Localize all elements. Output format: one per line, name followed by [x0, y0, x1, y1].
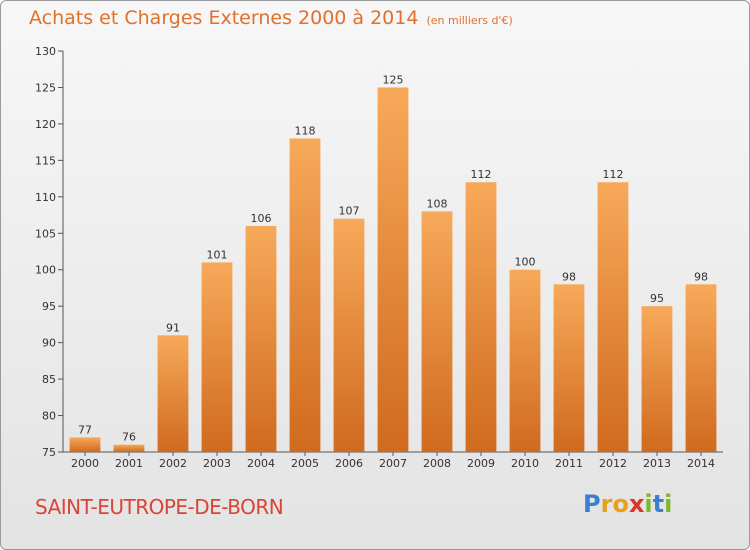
x-tick-label: 2002: [159, 457, 187, 470]
x-tick-label: 2003: [203, 457, 231, 470]
bar: [201, 262, 233, 452]
y-tick-label: 90: [42, 337, 56, 350]
logo-letter: r: [600, 490, 613, 518]
x-tick-label: 2009: [467, 457, 495, 470]
data-label: 91: [166, 321, 180, 334]
logo-letter: x: [628, 490, 645, 518]
data-label: 95: [650, 292, 664, 305]
bar: [69, 437, 101, 452]
bar: [597, 182, 629, 452]
data-label: 76: [122, 431, 136, 444]
y-tick-label: 80: [42, 410, 56, 423]
chart-title: Achats et Charges Externes 2000 à 2014 (e…: [29, 7, 513, 29]
x-tick-label: 2005: [291, 457, 319, 470]
x-tick-label: 2010: [511, 457, 539, 470]
data-label: 125: [383, 73, 404, 86]
chart-subtitle: (en milliers d'€): [426, 14, 513, 27]
x-tick-label: 2011: [555, 457, 583, 470]
data-label: 106: [251, 212, 272, 225]
x-tick-label: 2004: [247, 457, 275, 470]
x-tick-label: 2001: [115, 457, 143, 470]
y-tick-label: 120: [35, 118, 56, 131]
x-tick-label: 2008: [423, 457, 451, 470]
data-label: 118: [295, 124, 316, 137]
data-label: 112: [471, 168, 492, 181]
bar: [553, 284, 585, 452]
logo-letter: P: [583, 490, 601, 518]
data-label: 98: [562, 270, 576, 283]
x-tick-label: 2014: [687, 457, 715, 470]
proxiti-logo: Proxiti: [583, 490, 672, 518]
y-tick-label: 130: [35, 45, 56, 58]
y-tick-label: 85: [42, 373, 56, 386]
bar: [509, 269, 541, 452]
x-tick-label: 2006: [335, 457, 363, 470]
city-name: SAINT-EUTROPE-DE-BORN: [35, 495, 284, 519]
data-label: 100: [515, 256, 536, 269]
logo-letter: t: [652, 490, 665, 518]
data-label: 108: [427, 197, 448, 210]
y-tick-label: 105: [35, 227, 56, 240]
bar: [333, 218, 365, 452]
bar: [113, 444, 145, 452]
bar: [245, 225, 277, 452]
x-tick-label: 2013: [643, 457, 671, 470]
y-tick-label: 95: [42, 300, 56, 313]
chart-title-text: Achats et Charges Externes 2000 à 2014: [29, 7, 419, 29]
bar: [465, 182, 497, 452]
logo-letter: o: [612, 490, 629, 518]
y-tick-label: 100: [35, 264, 56, 277]
bar: [641, 306, 673, 452]
bar: [377, 87, 409, 453]
data-label: 101: [207, 248, 228, 261]
bar: [157, 335, 189, 452]
bar: [289, 138, 321, 452]
y-tick-label: 115: [35, 154, 56, 167]
y-tick-label: 110: [35, 191, 56, 204]
data-label: 112: [603, 168, 624, 181]
bars-layer: [69, 87, 717, 453]
x-tick-label: 2000: [71, 457, 99, 470]
bar: [421, 211, 453, 452]
logo-letter: i: [644, 490, 653, 518]
y-tick-label: 75: [42, 446, 56, 459]
data-label: 98: [694, 270, 708, 283]
y-tick-label: 125: [35, 81, 56, 94]
x-tick-label: 2012: [599, 457, 627, 470]
data-label: 107: [339, 205, 360, 218]
logo-letter: i: [664, 490, 673, 518]
data-label: 77: [78, 423, 92, 436]
bar: [685, 284, 717, 452]
labels-layer: 2000 77 2001 76 2002 91 2003 101 2004 106 2005 118 2…: [71, 73, 715, 470]
x-tick-label: 2007: [379, 457, 407, 470]
